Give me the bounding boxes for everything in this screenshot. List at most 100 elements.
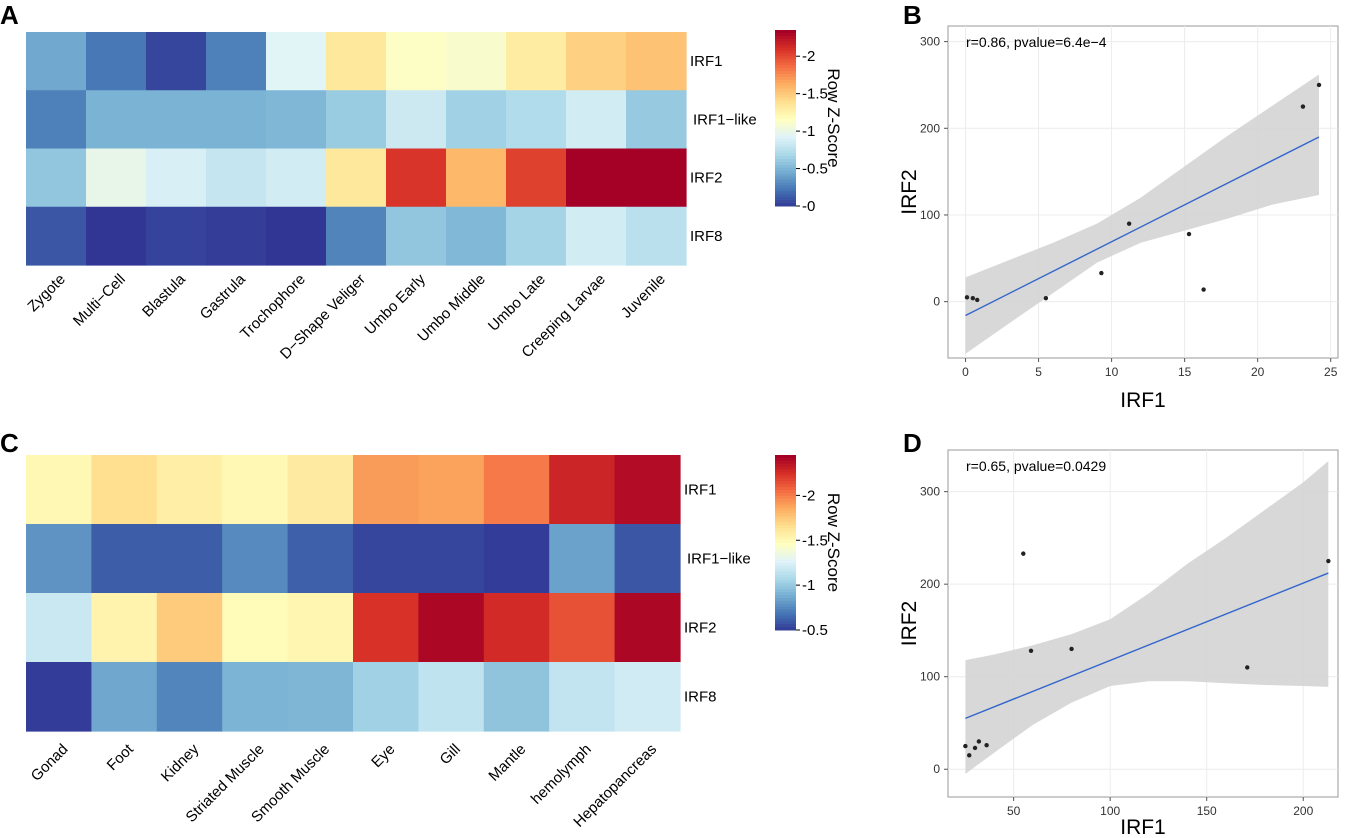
colorbar-segment [775,510,796,514]
colorbar-segment [775,513,796,517]
data-point [967,753,972,758]
colorbar-segment [775,545,796,549]
heatmap-cell [287,662,354,732]
colorbar-segment [775,91,796,96]
data-point [1245,665,1250,670]
colorbar-title: Row Z-Score [824,68,843,167]
colorbar-segment [775,162,796,166]
heatmap-cell [326,32,387,91]
heatmap-cell [626,206,687,266]
heatmap-cell [86,148,147,208]
colorbar-segment [775,109,796,113]
heatmap-cell [386,90,447,150]
colorbar-tick-label: -0 [802,198,815,215]
colorbar-segment [775,522,796,526]
heatmap-cell [626,32,687,91]
heatmap-cell [566,32,627,91]
colorbar-segment [775,530,796,535]
heatmap-cell [156,524,223,594]
heatmap-cell [26,662,92,732]
heatmap-cell [446,32,507,91]
colorbar-segment [775,76,796,81]
heatmap-cell [614,662,681,732]
heatmap-cell [566,148,627,208]
colorbar-segment [775,170,796,175]
colorbar-segment [775,32,796,37]
colorbar-segment [775,59,796,63]
scatter-panel-b: B 0 5 10 15 20 25 0 100 200 300 IRF1 IRF2 r=0.86, pva… [898,0,1339,412]
heatmap-cell [506,32,567,91]
heatmap-cell [266,148,327,208]
heatmap-cell [26,148,87,208]
heatmap-cell [266,206,327,266]
heatmap-cell [506,206,567,266]
colorbar-segment [775,197,796,201]
heatmap-cell [386,32,447,91]
colorbar-segment [775,65,796,69]
heatmap-cell [549,662,616,732]
x-tick-label: 20 [1251,365,1265,379]
heatmap-cell [326,148,387,208]
heatmap-cell [146,32,207,91]
data-point [976,739,982,744]
confidence-band [965,74,1319,354]
colorbar-segment [775,504,796,508]
heatmap-cell [353,455,419,525]
colorbar-segment [775,498,796,503]
y-tick-label: 0 [933,762,940,776]
data-point [1201,287,1206,292]
colorbar-segment [775,490,796,494]
colorbar-segment [775,138,796,142]
colorbar-segment [775,478,796,482]
data-point [964,295,970,300]
colorbar-segment [775,150,796,154]
data-point [1069,646,1074,652]
colorbar-segment [775,129,796,134]
colorbar-segment [775,557,796,561]
colorbar-segment [775,586,796,590]
heatmap-cell [566,90,627,150]
heatmap-cell [206,90,267,150]
colorbar-segment [775,627,796,631]
colorbar-segment [775,123,796,128]
colorbar-title: Row Z-Score [824,493,843,592]
heatmap-cell [353,662,419,732]
heatmap-cell [91,593,158,663]
heatmap-cell [287,524,354,594]
colorbar-segment [775,88,796,93]
colorbar-segment [775,457,796,462]
colorbar-segment [775,50,796,54]
heatmap-row-label: IRF1 [690,53,723,70]
heatmap-cell [418,662,485,732]
data-point [1300,104,1306,109]
colorbar-segment [775,516,796,520]
heatmap-cell [418,593,485,663]
colorbar-segment [775,501,796,506]
heatmap-cells [26,32,687,266]
heatmap-cell [326,90,387,150]
heatmap-cell [287,455,354,525]
colorbar-segment [775,571,796,576]
heatmap-cell [446,90,507,150]
heatmap-cell [446,148,507,208]
heatmap-cell [483,455,550,525]
data-point [970,295,976,301]
x-tick-label: 100 [1100,804,1120,818]
x-tick-label: 25 [1324,365,1338,379]
y-tick-label: 0 [933,295,940,309]
colorbar-segment [775,606,796,611]
heatmap-cell [506,90,567,150]
colorbar-segment [775,536,796,541]
heatmap-cell [156,662,223,732]
heatmap-cell [549,524,616,594]
colorbar-segment [775,492,796,497]
colorbar-segment [775,185,796,189]
heatmap-cell [26,455,92,525]
heatmap-cell [146,206,207,266]
heatmap-cell [446,206,507,266]
heatmap-cell [483,524,550,594]
heatmap-cell [353,593,419,663]
colorbar-tick-label: -0.5 [802,161,828,178]
x-tick-label: 200 [1293,804,1313,818]
